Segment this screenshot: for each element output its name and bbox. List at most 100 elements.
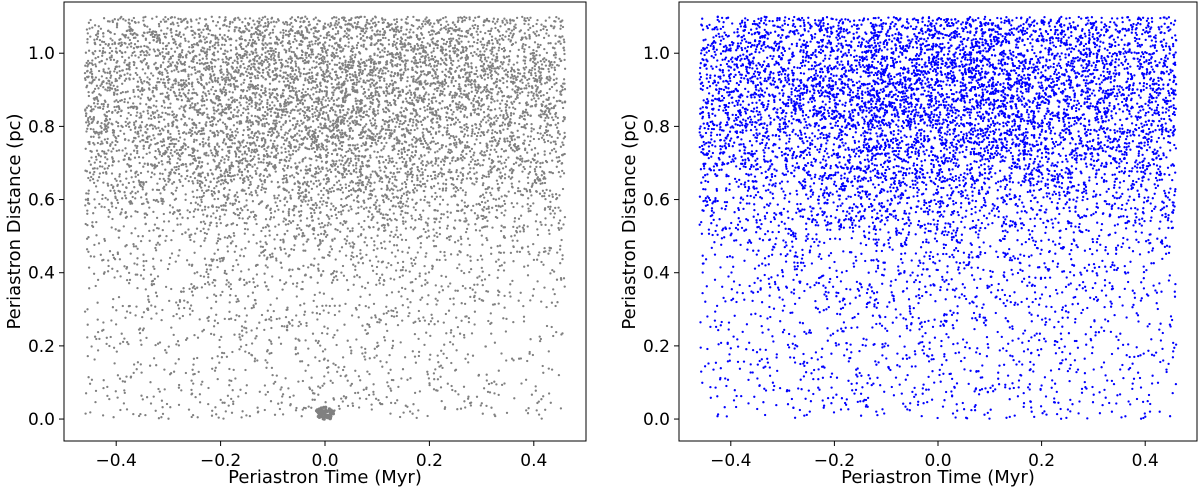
data-point bbox=[313, 150, 317, 154]
data-point bbox=[229, 202, 232, 205]
data-point bbox=[493, 341, 497, 344]
data-point bbox=[418, 390, 422, 393]
data-point bbox=[112, 416, 115, 419]
data-point bbox=[505, 317, 508, 321]
data-point bbox=[343, 237, 346, 241]
data-point bbox=[321, 203, 324, 206]
data-point bbox=[476, 38, 480, 41]
data-point bbox=[239, 207, 243, 210]
data-point bbox=[503, 194, 507, 197]
data-point bbox=[96, 349, 100, 352]
data-point bbox=[208, 81, 211, 84]
data-point bbox=[312, 120, 315, 123]
data-point bbox=[239, 45, 243, 49]
data-point bbox=[269, 218, 272, 221]
data-point bbox=[155, 364, 158, 367]
data-point bbox=[166, 106, 170, 109]
data-point bbox=[109, 46, 112, 50]
data-point bbox=[320, 196, 323, 200]
data-point bbox=[145, 259, 148, 263]
data-point bbox=[180, 175, 183, 178]
data-point bbox=[391, 175, 394, 179]
data-point bbox=[208, 29, 212, 32]
data-point bbox=[217, 206, 221, 209]
data-point bbox=[199, 274, 202, 278]
data-point bbox=[247, 178, 250, 182]
data-point bbox=[166, 75, 170, 78]
data-point bbox=[274, 380, 277, 384]
data-point bbox=[426, 53, 429, 56]
data-point bbox=[525, 84, 528, 87]
data-point bbox=[471, 45, 474, 48]
data-point bbox=[218, 16, 221, 19]
data-point bbox=[268, 68, 271, 72]
data-point bbox=[239, 177, 242, 180]
data-point bbox=[395, 226, 398, 229]
data-point bbox=[437, 172, 440, 176]
data-point bbox=[311, 104, 314, 108]
data-point bbox=[344, 242, 348, 245]
data-point bbox=[355, 212, 358, 215]
data-point bbox=[352, 199, 356, 202]
data-point bbox=[371, 189, 374, 192]
data-point bbox=[336, 124, 340, 127]
data-point bbox=[316, 318, 319, 321]
data-point bbox=[102, 17, 106, 20]
data-point bbox=[118, 258, 122, 261]
data-point bbox=[302, 83, 305, 87]
data-point bbox=[123, 389, 126, 392]
data-point bbox=[370, 264, 374, 268]
data-point bbox=[170, 191, 173, 195]
data-point bbox=[372, 215, 375, 218]
data-point bbox=[495, 85, 498, 89]
data-point bbox=[320, 57, 323, 60]
data-point bbox=[332, 149, 335, 152]
data-point bbox=[559, 145, 563, 148]
data-point bbox=[354, 112, 358, 115]
data-point bbox=[263, 254, 266, 257]
data-point bbox=[473, 143, 476, 146]
data-point bbox=[137, 179, 141, 182]
data-point bbox=[544, 25, 547, 28]
data-point bbox=[399, 206, 402, 210]
data-point bbox=[467, 40, 470, 43]
data-point bbox=[537, 114, 541, 117]
data-point bbox=[381, 118, 385, 122]
data-point bbox=[145, 396, 149, 399]
data-point bbox=[128, 43, 131, 46]
data-point bbox=[272, 216, 276, 219]
data-point bbox=[196, 44, 200, 47]
data-point bbox=[192, 363, 195, 366]
data-point bbox=[323, 41, 327, 44]
data-point bbox=[325, 167, 328, 170]
data-point bbox=[417, 337, 420, 341]
data-point bbox=[87, 250, 90, 253]
data-point bbox=[236, 213, 240, 217]
data-point bbox=[343, 365, 346, 369]
data-point bbox=[433, 378, 436, 381]
data-point bbox=[292, 51, 295, 54]
data-point bbox=[193, 272, 196, 275]
data-point bbox=[117, 295, 121, 299]
data-point bbox=[84, 392, 88, 395]
data-point bbox=[435, 64, 439, 67]
data-point bbox=[310, 142, 313, 146]
data-point bbox=[437, 81, 440, 84]
data-point bbox=[265, 56, 269, 59]
data-point bbox=[440, 107, 443, 110]
data-point bbox=[255, 91, 258, 95]
data-point bbox=[270, 54, 273, 57]
data-point bbox=[426, 42, 429, 45]
data-point bbox=[401, 304, 404, 307]
data-point bbox=[286, 229, 289, 233]
data-point bbox=[214, 216, 217, 219]
data-point bbox=[488, 273, 491, 277]
data-point bbox=[489, 322, 492, 326]
data-point bbox=[360, 346, 363, 349]
data-point bbox=[469, 404, 473, 407]
data-point bbox=[339, 183, 342, 187]
data-point bbox=[444, 28, 448, 31]
data-point bbox=[352, 189, 355, 192]
data-point bbox=[493, 303, 496, 306]
data-point bbox=[274, 156, 278, 159]
